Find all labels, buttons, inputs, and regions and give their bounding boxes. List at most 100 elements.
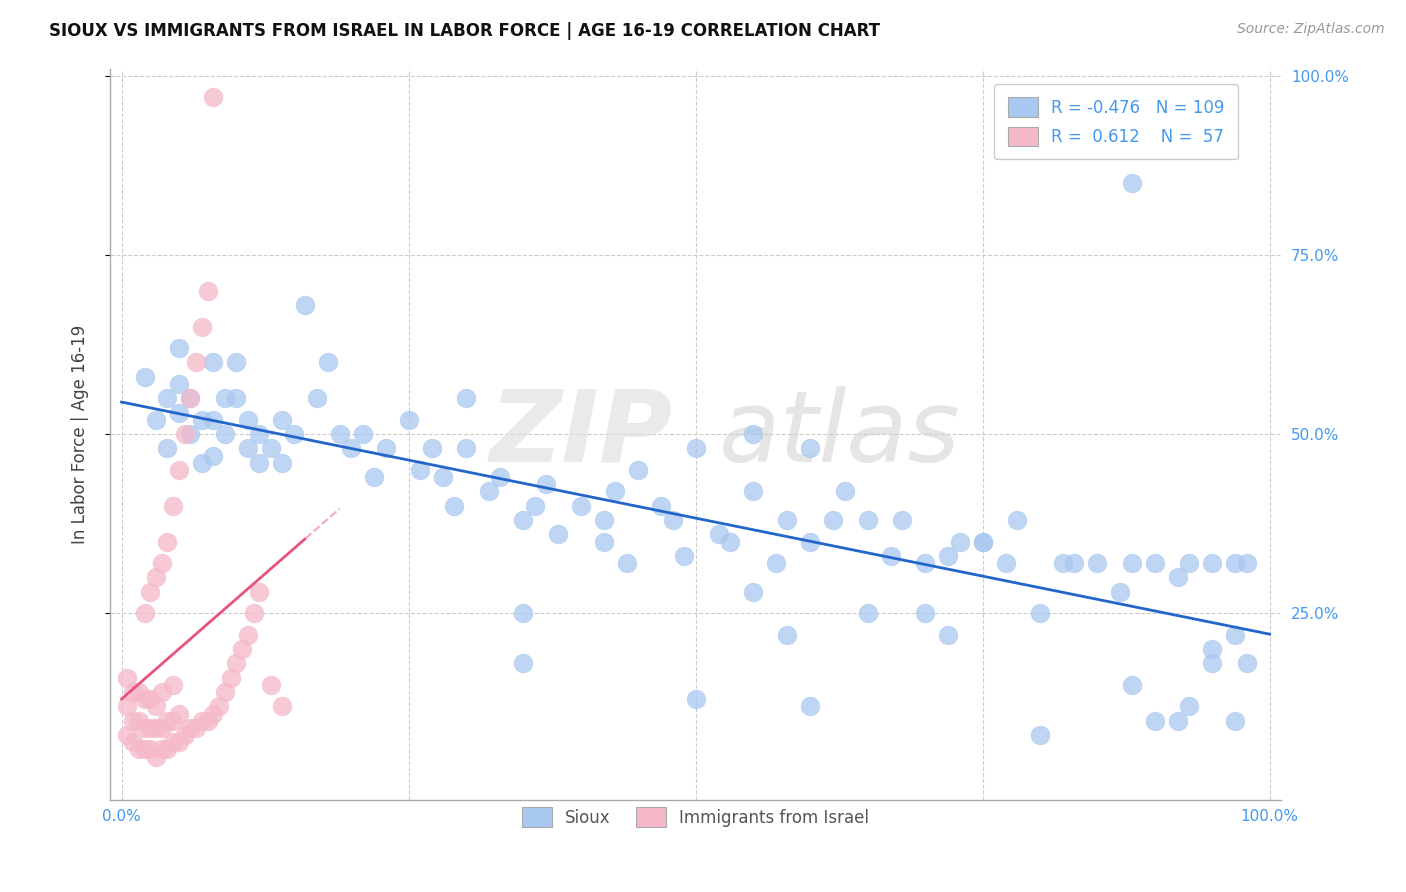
Point <box>145 749 167 764</box>
Point <box>454 391 477 405</box>
Point <box>880 549 903 563</box>
Point <box>162 735 184 749</box>
Point <box>1236 556 1258 570</box>
Point <box>489 470 512 484</box>
Point <box>1201 642 1223 657</box>
Point <box>765 556 787 570</box>
Point <box>247 584 270 599</box>
Point <box>1167 570 1189 584</box>
Point <box>1029 606 1052 620</box>
Text: atlas: atlas <box>718 385 960 483</box>
Point <box>616 556 638 570</box>
Point <box>156 534 179 549</box>
Point <box>914 556 936 570</box>
Point <box>122 714 145 728</box>
Point <box>650 499 672 513</box>
Point <box>202 355 225 369</box>
Point <box>117 699 139 714</box>
Point <box>236 628 259 642</box>
Point <box>225 657 247 671</box>
Point <box>592 534 614 549</box>
Text: SIOUX VS IMMIGRANTS FROM ISRAEL IN LABOR FORCE | AGE 16-19 CORRELATION CHART: SIOUX VS IMMIGRANTS FROM ISRAEL IN LABOR… <box>49 22 880 40</box>
Point <box>1143 714 1166 728</box>
Point <box>891 513 914 527</box>
Point <box>1201 556 1223 570</box>
Point <box>914 606 936 620</box>
Point <box>197 714 219 728</box>
Point <box>823 513 845 527</box>
Point <box>512 657 534 671</box>
Point <box>856 513 879 527</box>
Point <box>162 499 184 513</box>
Point <box>167 341 190 355</box>
Point <box>799 534 821 549</box>
Point <box>1178 556 1201 570</box>
Point <box>742 484 765 499</box>
Point <box>707 527 730 541</box>
Point <box>1121 556 1143 570</box>
Point <box>145 413 167 427</box>
Point <box>1178 699 1201 714</box>
Point <box>1109 584 1132 599</box>
Point <box>128 685 150 699</box>
Point <box>191 413 214 427</box>
Point <box>202 449 225 463</box>
Point <box>197 284 219 298</box>
Point <box>1236 657 1258 671</box>
Point <box>150 721 173 735</box>
Point <box>949 534 972 549</box>
Point <box>156 391 179 405</box>
Point <box>294 298 316 312</box>
Point <box>536 477 558 491</box>
Point <box>718 534 741 549</box>
Point <box>994 556 1017 570</box>
Point <box>173 728 195 742</box>
Point <box>208 699 231 714</box>
Point <box>134 692 156 706</box>
Point <box>202 706 225 721</box>
Point <box>685 442 707 456</box>
Point <box>122 735 145 749</box>
Point <box>661 513 683 527</box>
Text: ZIP: ZIP <box>489 385 672 483</box>
Point <box>191 319 214 334</box>
Point <box>1005 513 1028 527</box>
Point <box>685 692 707 706</box>
Point <box>219 671 242 685</box>
Point <box>1167 714 1189 728</box>
Point <box>214 427 236 442</box>
Point <box>260 442 283 456</box>
Point <box>167 405 190 419</box>
Point <box>776 628 799 642</box>
Point <box>179 721 201 735</box>
Point <box>512 513 534 527</box>
Point <box>569 499 592 513</box>
Point <box>1225 556 1247 570</box>
Point <box>1225 714 1247 728</box>
Point <box>167 735 190 749</box>
Point <box>186 721 208 735</box>
Point <box>128 714 150 728</box>
Point <box>145 699 167 714</box>
Y-axis label: In Labor Force | Age 16-19: In Labor Force | Age 16-19 <box>72 325 89 543</box>
Point <box>478 484 501 499</box>
Point <box>374 442 396 456</box>
Text: Source: ZipAtlas.com: Source: ZipAtlas.com <box>1237 22 1385 37</box>
Point <box>1052 556 1074 570</box>
Point <box>673 549 696 563</box>
Point <box>202 413 225 427</box>
Point <box>329 427 352 442</box>
Point <box>202 90 225 104</box>
Point <box>231 642 253 657</box>
Point <box>225 391 247 405</box>
Point <box>191 456 214 470</box>
Point <box>167 706 190 721</box>
Point <box>150 685 173 699</box>
Point <box>1225 628 1247 642</box>
Point <box>742 584 765 599</box>
Point <box>398 413 420 427</box>
Point <box>179 391 201 405</box>
Point <box>134 369 156 384</box>
Point <box>936 549 959 563</box>
Point <box>236 442 259 456</box>
